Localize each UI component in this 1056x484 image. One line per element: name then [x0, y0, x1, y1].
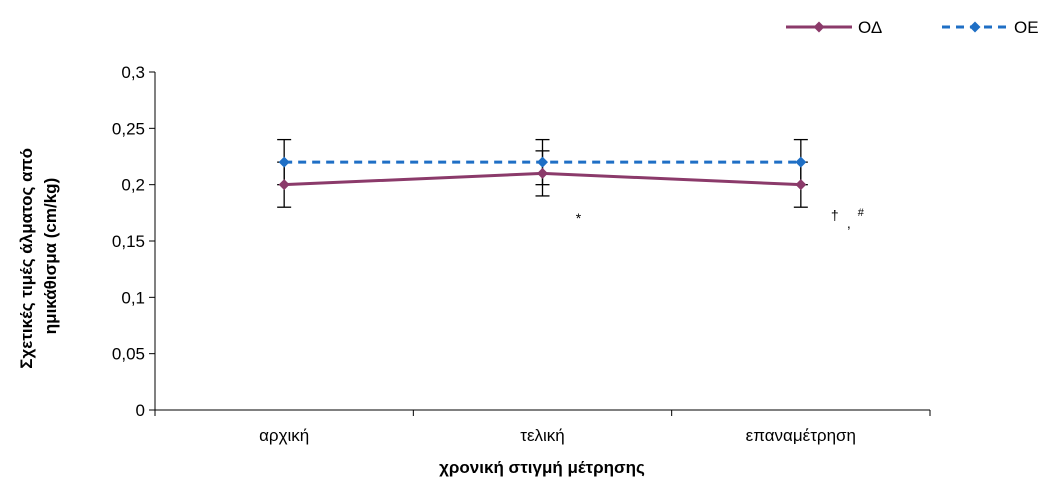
x-tick-label: τελική — [520, 426, 565, 445]
data-point-marker — [537, 167, 548, 179]
legend-label: ΟΔ — [858, 18, 882, 37]
series-markers — [278, 156, 807, 191]
y-tick-label: 0,25 — [112, 119, 145, 138]
significance-marker: * — [576, 210, 582, 226]
annotations: * † , # — [576, 207, 865, 231]
data-point-marker — [278, 179, 290, 191]
legend-marker — [813, 21, 825, 33]
significance-marker: † — [831, 207, 839, 223]
y-tick-label: 0,1 — [121, 288, 145, 307]
y-tick-label: 0 — [136, 401, 145, 420]
data-point-marker — [278, 156, 290, 168]
y-axis-title-line-2: ημικάθισμα (cm/kg) — [41, 178, 60, 334]
data-point-marker — [537, 156, 548, 168]
data-point-marker — [795, 156, 807, 168]
x-tick-label: αρχική — [259, 426, 309, 445]
y-axis-title-line-1: Σχετικές τιμές άλματος από — [17, 148, 36, 369]
x-tick-label: επαναμέτρηση — [746, 426, 856, 445]
significance-marker: # — [858, 207, 865, 219]
significance-separator: , — [847, 215, 851, 231]
legend: ΟΔ ΟΕ — [786, 18, 1039, 37]
x-ticks: αρχική τελική επαναμέτρηση — [154, 410, 931, 445]
y-tick-label: 0,3 — [121, 63, 145, 82]
y-ticks: 0 0,05 0,1 0,15 0,2 0,25 0,3 — [112, 63, 155, 420]
legend-label: ΟΕ — [1014, 18, 1039, 37]
y-tick-label: 0,15 — [112, 232, 145, 251]
y-axis-title: Σχετικές τιμές άλματος από ημικάθισμα (c… — [17, 143, 60, 368]
y-tick-label: 0,05 — [112, 345, 145, 364]
axes — [154, 72, 930, 411]
x-axis-title: χρονική στιγμή μέτρησης — [439, 458, 645, 477]
legend-marker — [969, 21, 981, 33]
y-tick-label: 0,2 — [121, 176, 145, 195]
data-point-marker — [795, 179, 807, 191]
